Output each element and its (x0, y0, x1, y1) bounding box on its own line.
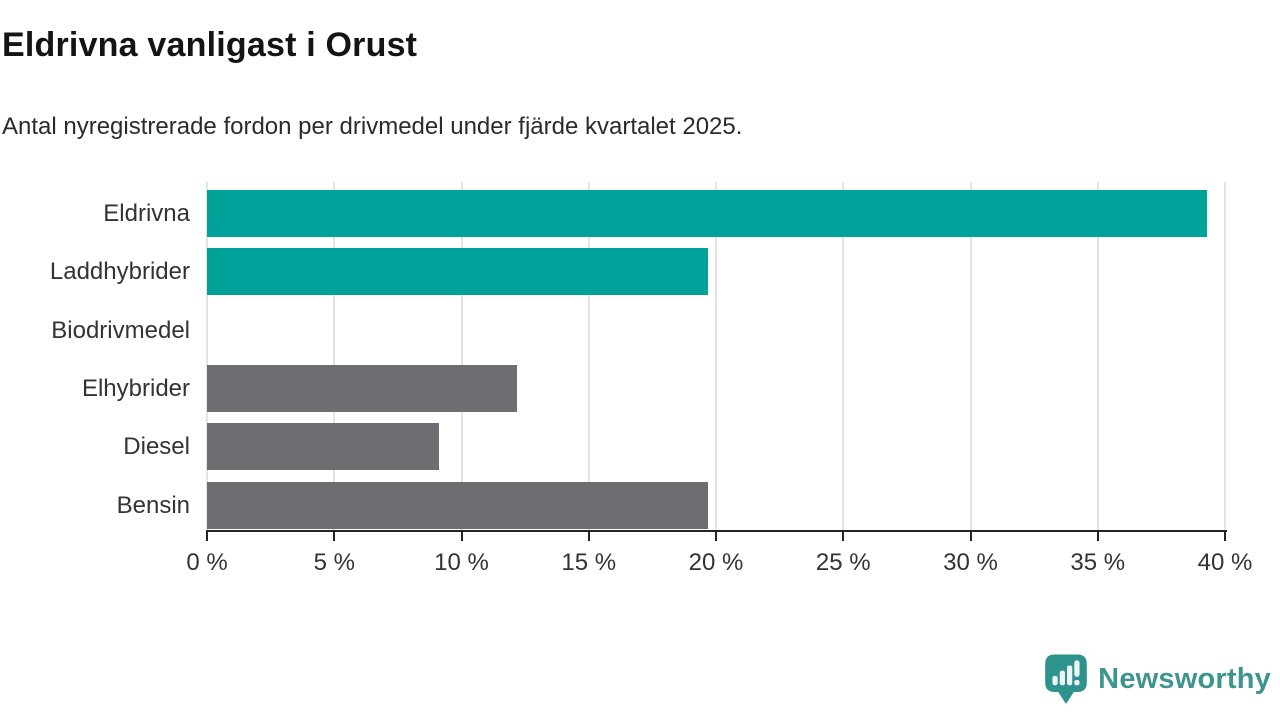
gridline-10 (460, 182, 463, 531)
newsworthy-bubble-chart-icon (1045, 654, 1087, 704)
y-label-elhybrider: Elhybrider (81, 374, 190, 402)
newsworthy-logo: Newsworthy (1043, 653, 1271, 705)
gridline-35 (1096, 182, 1099, 531)
x-tick-0 (206, 532, 208, 541)
gridline-0 (206, 182, 208, 531)
chart-subtitle: Antal nyregistrerade fordon per drivmede… (2, 113, 743, 140)
chart-title: Eldrivna vanligast i Orust (2, 26, 418, 64)
y-label-eldrivna: Eldrivna (103, 200, 190, 227)
newsworthy-logo-text: Newsworthy (1098, 662, 1271, 695)
y-label-diesel: Diesel (123, 433, 190, 461)
x-tick-label-30: 30 % (943, 549, 998, 576)
bar-laddhybrider (207, 248, 709, 296)
x-tick-40 (1224, 532, 1226, 541)
gridline-5 (333, 182, 336, 531)
bar-eldrivna (207, 190, 1208, 237)
x-tick-5 (333, 532, 336, 541)
gridline-30 (969, 182, 972, 531)
x-axis-line (206, 530, 1227, 532)
y-axis-labels: Eldrivna Laddhybrider Biodrivmedel Elhybrid… (0, 182, 190, 531)
y-label-biodrivmedel: Biodrivmedel (51, 316, 190, 344)
plot-area (206, 182, 1226, 531)
x-tick-label-5: 5 % (313, 549, 355, 576)
gridline-15 (587, 182, 590, 531)
x-tick-label-0: 0 % (186, 549, 228, 576)
bar-diesel (207, 423, 439, 471)
x-tick-35 (1096, 532, 1099, 541)
x-tick-10 (460, 532, 463, 541)
bar-elhybrider (207, 364, 518, 412)
x-tick-label-10: 10 % (434, 549, 489, 576)
x-tick-label-40: 40 % (1197, 549, 1253, 576)
x-tick-30 (969, 532, 972, 541)
x-tick-15 (587, 532, 590, 541)
bar-bensin (207, 481, 709, 529)
x-tick-label-20: 20 % (688, 549, 744, 576)
x-tick-label-25: 25 % (815, 549, 871, 576)
x-tick-label-15: 15 % (561, 549, 617, 576)
y-label-bensin: Bensin (116, 491, 190, 519)
x-tick-25 (842, 532, 845, 541)
x-tick-20 (715, 532, 717, 541)
gridline-40 (1224, 182, 1226, 531)
gridline-25 (842, 182, 845, 531)
gridline-20 (715, 182, 717, 531)
y-label-laddhybrider: Laddhybrider (49, 258, 190, 286)
x-tick-label-35: 35 % (1070, 549, 1126, 576)
